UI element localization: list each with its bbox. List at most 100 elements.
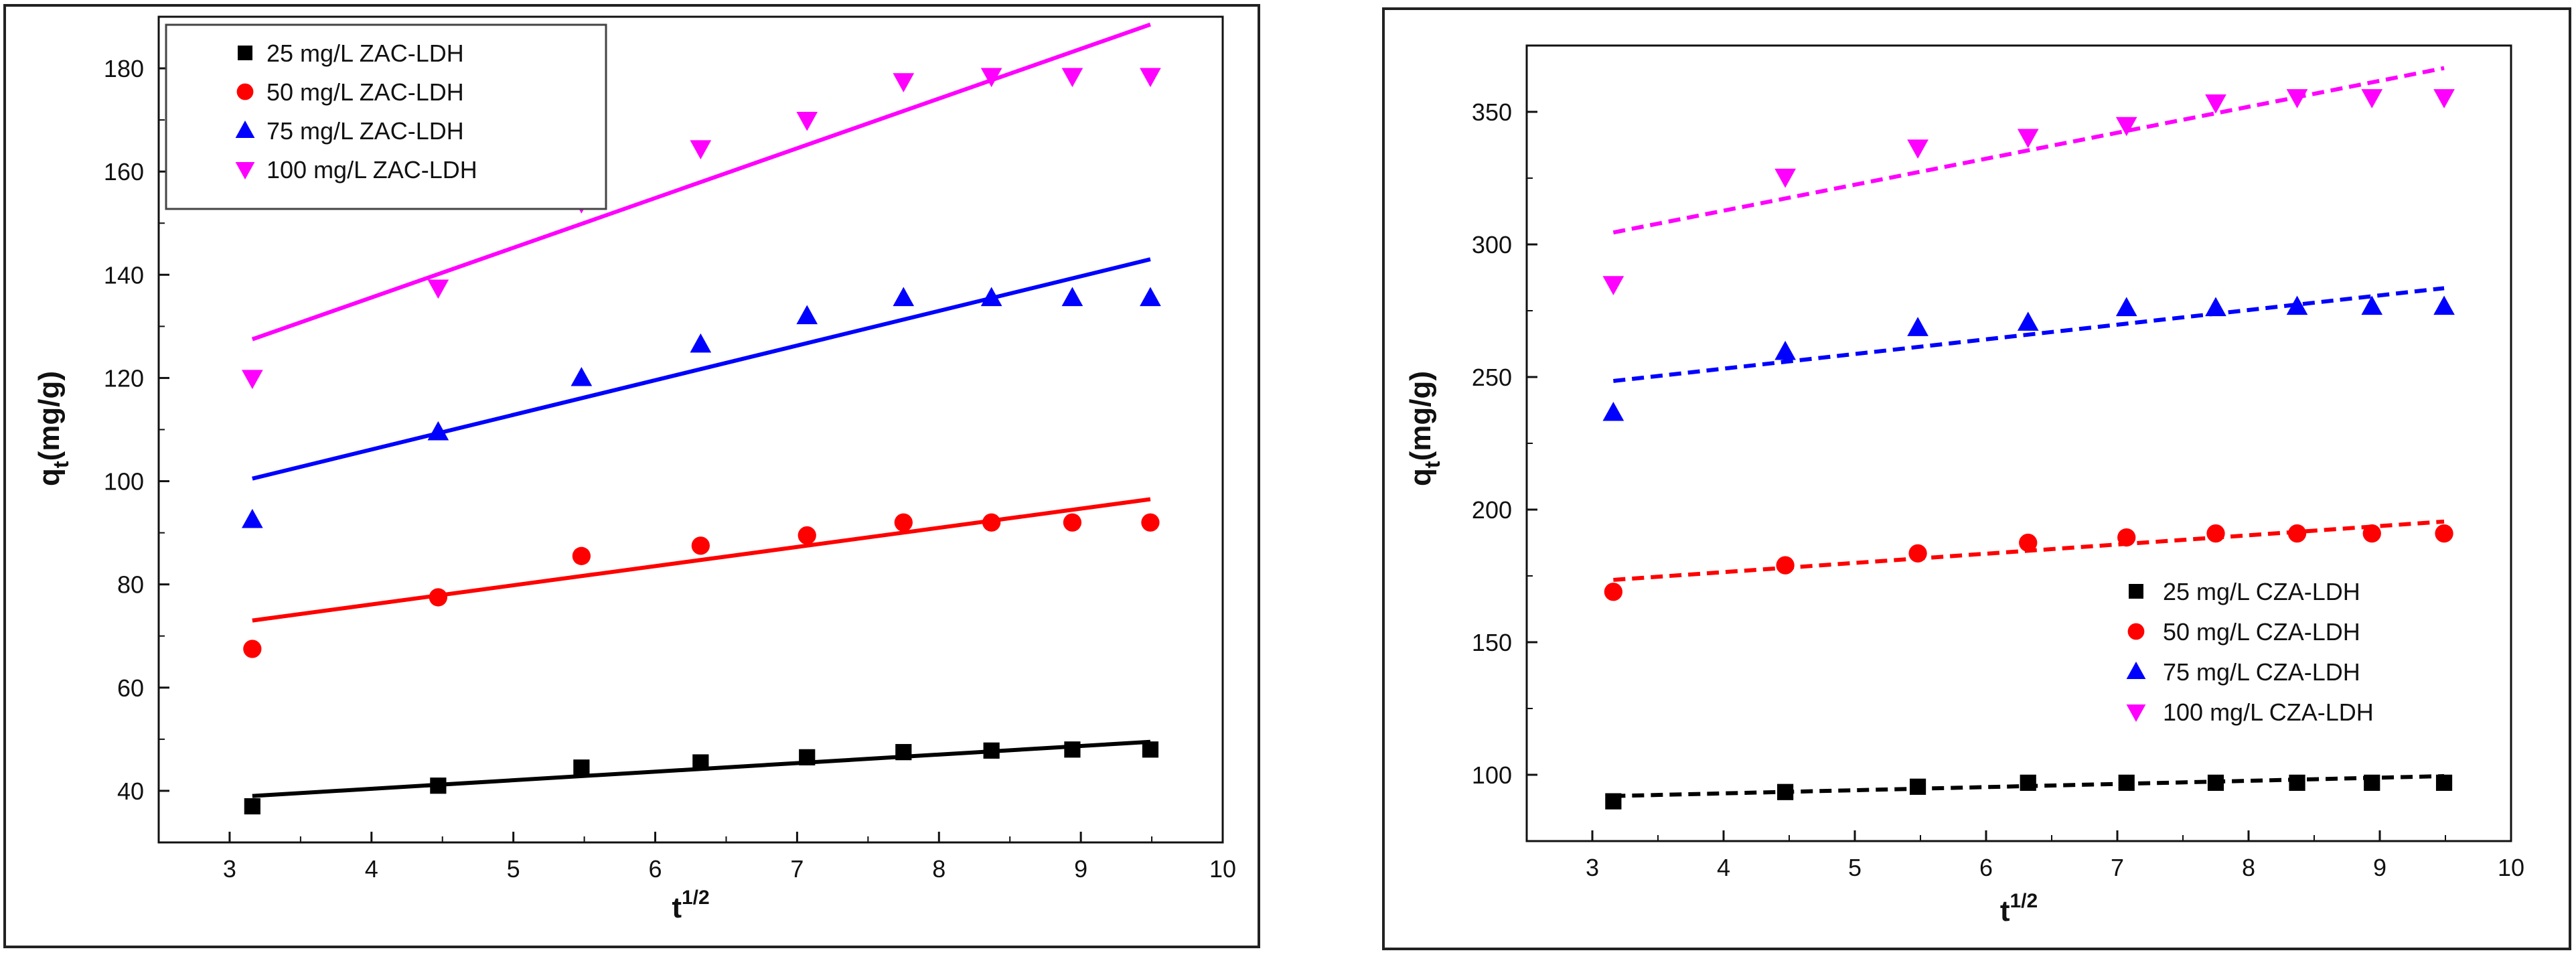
right-x-tick-label: 3 [1586, 854, 1599, 881]
right-fit-line-75-mg-l-cza-ldh [1613, 286, 2445, 383]
right-data-point-75-mg-l-cza-ldh [1907, 317, 1928, 336]
right-data-point-25-mg-l-cza-ldh [2020, 774, 2036, 791]
left-data-point-75-mg-l-zac-ldh [427, 421, 449, 441]
right-data-point-100-mg-l-cza-ldh [1907, 139, 1928, 159]
right-data-point-75-mg-l-cza-ldh [2205, 297, 2226, 317]
left-legend-marker-25-mg-l-zac-ldh [238, 46, 252, 60]
left-series-50-mg-l-zac-ldh [243, 497, 1160, 658]
left-data-point-100-mg-l-zac-ldh [980, 68, 1002, 88]
right-series-25-mg-l-cza-ldh [1605, 773, 2453, 810]
left-fit-line-50-mg-l-zac-ldh [252, 497, 1151, 623]
right-data-point-100-mg-l-cza-ldh [2115, 117, 2137, 137]
right-data-point-100-mg-l-cza-ldh [2205, 94, 2226, 114]
right-data-point-25-mg-l-cza-ldh [2289, 774, 2305, 791]
right-series-50-mg-l-cza-ldh [1604, 519, 2453, 601]
right-y-tick-label: 350 [1472, 98, 1512, 126]
right-x-tick-label: 7 [2111, 854, 2124, 881]
left-data-point-75-mg-l-zac-ldh [690, 333, 712, 353]
left-legend-label-25-mg-l-zac-ldh: 25 mg/L ZAC-LDH [267, 40, 464, 67]
right-data-point-100-mg-l-cza-ldh [2361, 89, 2383, 108]
left-data-point-50-mg-l-zac-ldh [894, 513, 913, 532]
right-data-point-75-mg-l-cza-ldh [1602, 401, 1624, 421]
left-data-point-100-mg-l-zac-ldh [1140, 68, 1161, 88]
left-data-point-100-mg-l-zac-ldh [796, 112, 818, 131]
right-panel-frame [1382, 7, 2571, 950]
left-data-point-100-mg-l-zac-ldh [1061, 68, 1083, 88]
left-data-point-25-mg-l-zac-ldh [244, 798, 260, 815]
left-x-tick-label: 7 [790, 855, 804, 883]
left-legend-marker-75-mg-l-zac-ldh [235, 121, 255, 138]
left-y-tick-label: 120 [104, 364, 144, 392]
right-data-point-50-mg-l-cza-ldh [2206, 524, 2225, 543]
left-x-tick-label: 9 [1074, 855, 1087, 883]
right-fit-line-100-mg-l-cza-ldh [1612, 66, 2445, 235]
right-series-75-mg-l-cza-ldh [1602, 286, 2455, 421]
left-data-point-25-mg-l-zac-ldh [799, 749, 816, 765]
left-data-point-25-mg-l-zac-ldh [1142, 741, 1159, 758]
left-data-point-25-mg-l-zac-ldh [692, 754, 709, 771]
left-data-point-50-mg-l-zac-ldh [429, 588, 448, 607]
right-y-tick-label: 200 [1472, 496, 1512, 524]
left-data-point-75-mg-l-zac-ldh [796, 305, 818, 325]
left-x-tick-label: 4 [365, 855, 378, 883]
right-data-point-50-mg-l-cza-ldh [2435, 524, 2453, 543]
right-x-tick-label: 4 [1717, 854, 1730, 881]
left-data-point-25-mg-l-zac-ldh [573, 759, 590, 776]
left-data-point-50-mg-l-zac-ldh [798, 526, 816, 545]
right-data-point-100-mg-l-cza-ldh [2433, 89, 2455, 108]
right-data-point-75-mg-l-cza-ldh [2017, 311, 2039, 331]
right-data-point-25-mg-l-cza-ldh [1909, 778, 1926, 795]
left-x-tick-label: 8 [932, 855, 945, 883]
left-legend-marker-100-mg-l-zac-ldh [235, 162, 255, 179]
left-y-tick-label: 180 [104, 55, 144, 82]
left-data-point-100-mg-l-zac-ldh [690, 140, 712, 160]
right-data-point-100-mg-l-cza-ldh [2017, 129, 2039, 149]
left-data-point-75-mg-l-zac-ldh [1140, 287, 1161, 307]
right-data-point-100-mg-l-cza-ldh [1602, 276, 1624, 295]
left-data-point-25-mg-l-zac-ldh [1064, 741, 1081, 758]
left-data-point-50-mg-l-zac-ldh [691, 536, 710, 555]
right-data-point-25-mg-l-cza-ldh [1777, 783, 1794, 800]
right-data-point-75-mg-l-cza-ldh [2361, 295, 2383, 315]
right-legend-marker-75-mg-l-cza-ldh [2126, 662, 2146, 679]
left-legend-label-100-mg-l-zac-ldh: 100 mg/L ZAC-LDH [267, 156, 477, 183]
right-data-point-25-mg-l-cza-ldh [2435, 774, 2453, 791]
right-y-tick-label: 150 [1472, 629, 1512, 656]
right-data-point-100-mg-l-cza-ldh [2286, 89, 2308, 108]
left-x-tick-label: 5 [507, 855, 520, 883]
left-x-tick-label: 3 [223, 855, 236, 883]
right-x-axis-label: t1/2 [2000, 890, 2038, 927]
left-series-25-mg-l-zac-ldh [244, 739, 1159, 815]
right-legend: 25 mg/L CZA-LDH 50 mg/L CZA-LDH 75 mg/L CZ… [2126, 578, 2374, 726]
right-x-tick-label: 5 [1848, 854, 1862, 881]
left-data-point-25-mg-l-zac-ldh [983, 742, 1000, 759]
left-data-point-75-mg-l-zac-ldh [1061, 287, 1083, 307]
right-chart: 3 4 5 6 7 8 9 10 100 150 200 250 300 350 t1/2 qt(mg/g) 2… [1382, 7, 2571, 950]
left-data-point-75-mg-l-zac-ldh [980, 287, 1002, 307]
right-legend-marker-100-mg-l-cza-ldh [2126, 704, 2146, 722]
right-data-point-75-mg-l-cza-ldh [2115, 297, 2137, 317]
right-data-point-75-mg-l-cza-ldh [2433, 295, 2455, 315]
left-y-tick-label: 60 [117, 674, 144, 702]
right-x-tick-label: 9 [2373, 854, 2386, 881]
left-legend-label-50-mg-l-zac-ldh: 50 mg/L ZAC-LDH [267, 78, 464, 106]
right-data-point-50-mg-l-cza-ldh [1776, 556, 1795, 575]
right-legend-marker-50-mg-l-cza-ldh [2127, 623, 2145, 640]
right-legend-label-75-mg-l-cza-ldh: 75 mg/L CZA-LDH [2163, 658, 2360, 686]
left-series-75-mg-l-zac-ldh [241, 257, 1161, 528]
left-data-point-50-mg-l-zac-ldh [1063, 513, 1082, 532]
right-data-point-50-mg-l-cza-ldh [1604, 583, 1623, 601]
left-legend-marker-50-mg-l-zac-ldh [236, 83, 254, 100]
left-data-point-50-mg-l-zac-ldh [1141, 513, 1160, 532]
right-series-100-mg-l-cza-ldh [1602, 66, 2455, 295]
left-series-100-mg-l-zac-ldh [241, 22, 1161, 389]
right-data-point-100-mg-l-cza-ldh [1774, 168, 1796, 188]
right-data-point-75-mg-l-cza-ldh [2286, 295, 2308, 315]
left-y-tick-label: 40 [117, 777, 144, 805]
right-data-point-50-mg-l-cza-ldh [2117, 528, 2136, 547]
left-data-point-100-mg-l-zac-ldh [893, 73, 915, 92]
right-data-point-50-mg-l-cza-ldh [2287, 524, 2307, 543]
left-y-tick-label: 160 [104, 158, 144, 185]
right-legend-label-100-mg-l-cza-ldh: 100 mg/L CZA-LDH [2163, 698, 2374, 726]
right-x-tick-label: 10 [2498, 854, 2524, 881]
